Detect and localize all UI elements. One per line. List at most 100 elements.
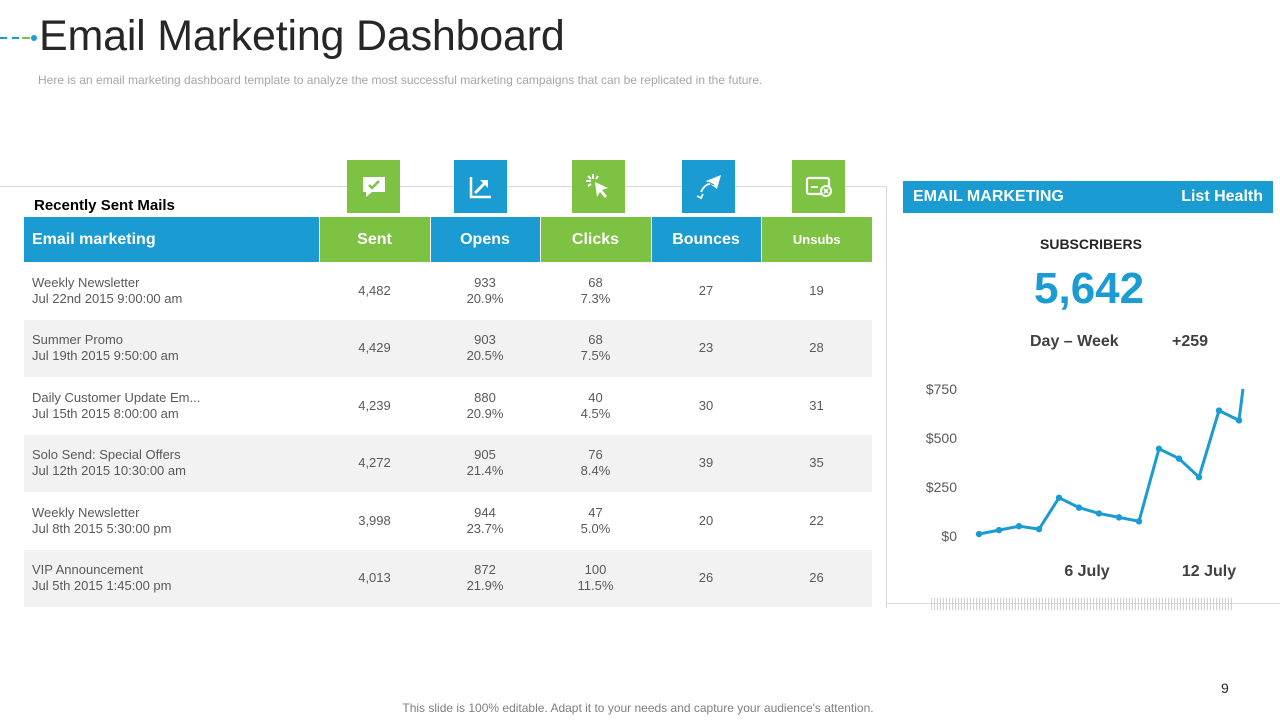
footer-note: This slide is 100% editable. Adapt it to… bbox=[402, 701, 874, 715]
data-point bbox=[975, 530, 983, 538]
opens-rate: 21.4% bbox=[466, 463, 504, 479]
opens-count: 933 bbox=[474, 274, 496, 290]
y-tick-label: $0 bbox=[941, 528, 957, 544]
data-point bbox=[1015, 523, 1023, 530]
bounces-cell: 26 bbox=[651, 549, 761, 607]
column-header-bounces[interactable]: Bounces bbox=[651, 217, 762, 262]
campaign-cell: Solo Send: Special Offers Jul 12th 2015 1… bbox=[24, 434, 319, 492]
campaign-date: Jul 19th 2015 9:50:00 am bbox=[32, 348, 179, 364]
table-row[interactable]: Summer Promo Jul 19th 2015 9:50:00 am 4,4… bbox=[24, 319, 872, 377]
bounces-cell: 39 bbox=[651, 434, 761, 492]
sent-cell: 4,239 bbox=[358, 397, 391, 413]
clicks-count: 100 bbox=[584, 562, 607, 578]
sent-cell: 4,272 bbox=[319, 434, 430, 492]
clicks-cell: 100 11.5% bbox=[540, 549, 651, 607]
campaign-date: Jul 22nd 2015 9:00:00 am bbox=[32, 290, 183, 306]
clicks-rate: 8.4% bbox=[580, 463, 611, 479]
bounces-cell: 27 bbox=[698, 282, 714, 298]
period-label: Day – Week bbox=[1030, 333, 1119, 350]
clicks-count: 68 bbox=[588, 332, 603, 348]
table-row[interactable]: VIP Announcement Jul 5th 2015 1:45:00 pm … bbox=[24, 549, 872, 607]
column-header-unsubs[interactable]: Unsubs bbox=[761, 217, 872, 262]
clicks-rate: 7.3% bbox=[580, 290, 611, 306]
opens-rate: 20.9% bbox=[466, 290, 504, 306]
clicks-rate: 7.5% bbox=[580, 348, 611, 364]
column-header-sent[interactable]: Sent bbox=[319, 217, 431, 262]
page-subtitle: Here is an email marketing dashboard tem… bbox=[38, 73, 763, 87]
period-change: +259 bbox=[1172, 333, 1209, 350]
unsubs-cell: 28 bbox=[761, 319, 872, 377]
table-row[interactable]: Weekly Newsletter Jul 22nd 2015 9:00:00 a… bbox=[24, 262, 872, 320]
title-accent bbox=[0, 35, 40, 41]
data-point bbox=[1195, 474, 1203, 481]
campaign-name: Daily Customer Update Em... bbox=[32, 389, 201, 405]
data-point bbox=[1095, 510, 1103, 517]
column-header-email[interactable]: Email marketing bbox=[24, 217, 320, 262]
campaign-name: Solo Send: Special Offers bbox=[32, 447, 181, 463]
page-title: Email Marketing Dashboard bbox=[39, 12, 565, 60]
opens-count: 903 bbox=[474, 332, 496, 348]
campaign-cell: Weekly Newsletter Jul 8th 2015 5:30:00 pm bbox=[24, 492, 319, 550]
opens-cell: 872 21.9% bbox=[430, 549, 540, 607]
clicks-count: 47 bbox=[588, 504, 603, 520]
clicks-count: 40 bbox=[588, 389, 603, 405]
list-health-header: EMAIL MARKETING List Health bbox=[903, 181, 1273, 213]
clicks-cell: 47 5.0% bbox=[540, 492, 651, 550]
clicks-rate: 4.5% bbox=[580, 405, 611, 421]
campaign-date: Jul 15th 2015 8:00:00 am bbox=[32, 405, 179, 421]
x-tick-label: 12 July bbox=[1182, 563, 1236, 580]
data-point bbox=[1135, 518, 1143, 525]
campaign-date: Jul 5th 2015 1:45:00 pm bbox=[32, 578, 172, 594]
y-tick-label: $750 bbox=[926, 381, 957, 397]
chart-arrow-icon bbox=[454, 160, 507, 213]
chat-check-icon bbox=[347, 160, 400, 213]
clicks-rate: 11.5% bbox=[577, 578, 614, 594]
opens-cell: 944 23.7% bbox=[430, 492, 540, 550]
table-row[interactable]: Daily Customer Update Em... Jul 15th 2015… bbox=[24, 377, 872, 435]
campaign-date: Jul 8th 2015 5:30:00 pm bbox=[32, 520, 172, 536]
column-header-clicks[interactable]: Clicks bbox=[540, 217, 652, 262]
unsubs-cell: 22 bbox=[809, 512, 824, 528]
campaign-cell: VIP Announcement Jul 5th 2015 1:45:00 pm bbox=[24, 549, 319, 607]
subscribers-label: SUBSCRIBERS bbox=[1040, 236, 1142, 252]
table-header-row: Email marketing Sent Opens Clicks Bounce… bbox=[24, 217, 872, 262]
clicks-cell: 76 8.4% bbox=[540, 434, 651, 492]
cursor-click-icon bbox=[572, 160, 625, 213]
recent-mails-label: Recently Sent Mails bbox=[34, 197, 175, 214]
subscribers-line-chart: $750 $500 $250 $0 6 July 12 July bbox=[926, 381, 1245, 580]
table-row[interactable]: Solo Send: Special Offers Jul 12th 2015 1… bbox=[24, 434, 872, 492]
unsubs-cell: 35 bbox=[761, 434, 872, 492]
recent-mails-table: Email marketing Sent Opens Clicks Bounce… bbox=[24, 217, 872, 607]
column-header-opens[interactable]: Opens bbox=[430, 217, 541, 262]
opens-count: 905 bbox=[474, 447, 496, 463]
chart-scroll-strip bbox=[931, 598, 1233, 610]
clicks-cell: 40 4.5% bbox=[540, 377, 651, 435]
sent-cell: 4,013 bbox=[319, 549, 430, 607]
campaign-cell: Weekly Newsletter Jul 22nd 2015 9:00:00 a… bbox=[24, 262, 319, 320]
opens-count: 872 bbox=[474, 562, 496, 578]
opens-rate: 23.7% bbox=[466, 520, 504, 536]
sent-cell: 3,998 bbox=[358, 512, 391, 528]
clicks-cell: 68 7.5% bbox=[540, 319, 651, 377]
mails-panel-frame bbox=[0, 186, 887, 608]
bounce-mail-icon bbox=[682, 160, 735, 213]
y-tick-label: $250 bbox=[926, 479, 957, 495]
unsubs-cell: 19 bbox=[809, 282, 824, 298]
campaign-name: Summer Promo bbox=[32, 332, 124, 348]
opens-cell: 905 21.4% bbox=[430, 434, 540, 492]
x-tick-label: 6 July bbox=[1064, 563, 1109, 580]
table-row[interactable]: Weekly Newsletter Jul 8th 2015 5:30:00 pm… bbox=[24, 492, 872, 550]
list-health-header-right: List Health bbox=[1181, 188, 1263, 205]
unsubscribe-icon bbox=[792, 160, 845, 213]
data-point bbox=[1155, 445, 1163, 452]
campaign-name: Weekly Newsletter bbox=[32, 504, 140, 520]
series-line bbox=[978, 388, 1245, 536]
data-point bbox=[1215, 407, 1223, 414]
opens-cell: 933 20.9% bbox=[430, 262, 540, 320]
opens-cell: 880 20.9% bbox=[430, 377, 540, 435]
data-point bbox=[1235, 417, 1243, 424]
opens-rate: 20.9% bbox=[466, 405, 504, 421]
unsubs-cell: 31 bbox=[809, 397, 824, 413]
bounces-cell: 20 bbox=[698, 512, 714, 528]
clicks-count: 68 bbox=[588, 274, 603, 290]
